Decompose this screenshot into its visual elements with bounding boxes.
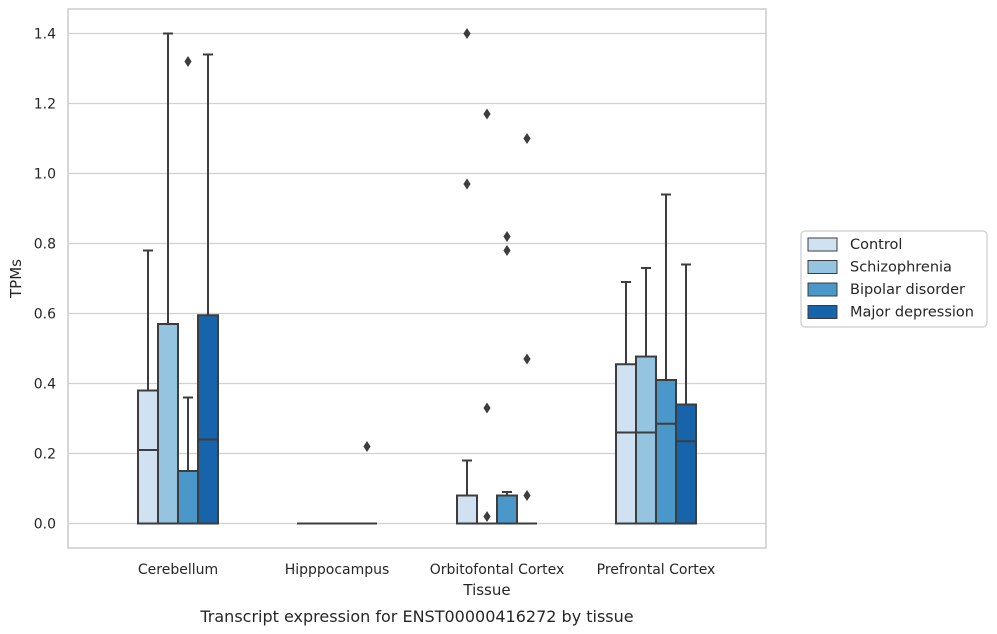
plot-area-frame (67, 8, 767, 549)
legend-label: Control (850, 237, 902, 253)
x-axis-label: Tissue (462, 581, 510, 599)
box-body (157, 323, 179, 525)
legend-label: Bipolar disorder (850, 282, 965, 298)
legend-swatch (807, 305, 838, 319)
box (496, 231, 518, 525)
legend-item: Schizophrenia (807, 260, 952, 276)
y-tick-label: 1.2 (34, 97, 56, 113)
box (177, 56, 199, 525)
series-major-depression (197, 53, 697, 525)
box (357, 441, 377, 525)
legend-item: Bipolar disorder (807, 282, 965, 298)
outlier-point (523, 353, 531, 365)
box-body (615, 363, 637, 525)
chart-caption: Transcript expression for ENST0000041627… (199, 607, 633, 626)
legend: Control Schizophrenia Bipolar disorder Majo… (800, 230, 988, 328)
box (157, 32, 179, 525)
series-bipolar-disorder (177, 56, 677, 525)
y-tick-label: 0.0 (34, 517, 56, 533)
y-tick-label: 1.4 (34, 27, 56, 43)
box-body (137, 389, 159, 525)
outlier-point (523, 490, 531, 501)
legend-label: Schizophrenia (850, 260, 952, 276)
box-series (137, 28, 697, 525)
box (477, 108, 497, 525)
legend-item: Major depression (807, 305, 974, 321)
x-tick-label: Cerebellum (138, 562, 218, 578)
outlier-point (463, 28, 471, 39)
y-tick-label: 0.6 (34, 307, 56, 323)
box-body (635, 355, 657, 525)
x-tick-label: Prefrontal Cortex (597, 562, 716, 578)
box-body (177, 470, 199, 525)
box (456, 28, 478, 525)
box-body (675, 403, 697, 525)
legend-label: Major depression (850, 305, 974, 321)
box-body (456, 494, 478, 525)
series-schizophrenia (157, 32, 657, 525)
outlier-point (463, 178, 471, 190)
legend-frame (800, 230, 988, 328)
box-body (655, 379, 677, 525)
box (675, 263, 697, 525)
legend-item: Control (807, 237, 902, 253)
outlier-point (483, 402, 491, 414)
box (197, 53, 219, 525)
outlier-point (363, 441, 371, 452)
legend-swatch (807, 260, 838, 274)
y-axis-label: TPMs (7, 259, 25, 299)
outlier-point (483, 108, 491, 120)
series-control (137, 28, 637, 525)
legend-swatch (807, 237, 838, 252)
y-tick-label: 0.4 (34, 377, 56, 393)
y-tick-label: 1.0 (34, 167, 56, 183)
x-axis-ticks: Cerebellum Hipppocampus Orbitofontal Corte… (138, 562, 715, 578)
x-tick-label: Hipppocampus (285, 562, 390, 578)
box-body (197, 314, 219, 525)
x-tick-label: Orbitofontal Cortex (430, 562, 565, 578)
y-tick-label: 0.8 (34, 237, 56, 253)
box (517, 133, 537, 525)
outlier-point (523, 133, 531, 144)
box-body (496, 494, 518, 525)
y-axis-ticks: 0.0 0.2 0.4 0.6 0.8 1.0 1.2 1.4 (34, 27, 56, 533)
outlier-point (503, 245, 511, 256)
legend-swatch (807, 282, 838, 297)
y-tick-label: 0.2 (34, 447, 56, 463)
outlier-point (503, 231, 511, 242)
outlier-point (184, 56, 192, 67)
outlier-point (483, 511, 491, 522)
box (655, 193, 677, 525)
